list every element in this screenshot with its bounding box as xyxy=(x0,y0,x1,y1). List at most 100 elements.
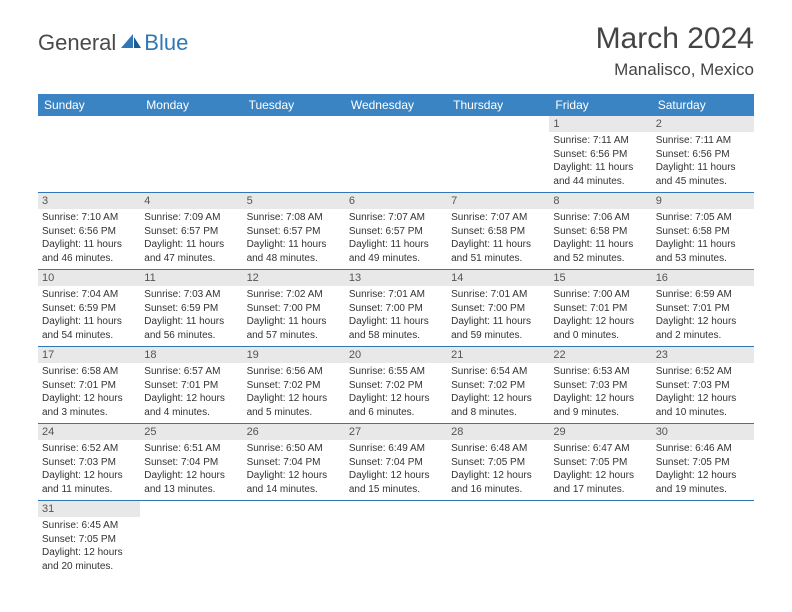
day-number: 12 xyxy=(243,270,345,286)
day-body: Sunrise: 7:01 AMSunset: 7:00 PMDaylight:… xyxy=(447,286,549,346)
daylight-line: Daylight: 12 hours and 6 minutes. xyxy=(349,393,430,418)
daylight-line: Daylight: 12 hours and 13 minutes. xyxy=(144,470,225,495)
day-body: Sunrise: 7:03 AMSunset: 6:59 PMDaylight:… xyxy=(140,286,242,346)
sunset-line: Sunset: 6:56 PM xyxy=(656,149,730,160)
day-body: Sunrise: 7:10 AMSunset: 6:56 PMDaylight:… xyxy=(38,209,140,269)
sunrise-line: Sunrise: 6:46 AM xyxy=(656,443,732,454)
calendar-cell: 23Sunrise: 6:52 AMSunset: 7:03 PMDayligh… xyxy=(652,347,754,424)
sunrise-line: Sunrise: 6:51 AM xyxy=(144,443,220,454)
sunrise-line: Sunrise: 6:45 AM xyxy=(42,520,118,531)
day-body: Sunrise: 7:05 AMSunset: 6:58 PMDaylight:… xyxy=(652,209,754,269)
day-body: Sunrise: 6:50 AMSunset: 7:04 PMDaylight:… xyxy=(243,440,345,500)
sunset-line: Sunset: 6:57 PM xyxy=(144,226,218,237)
daylight-line: Daylight: 12 hours and 20 minutes. xyxy=(42,547,123,572)
logo-text-blue: Blue xyxy=(144,30,188,56)
calendar-cell: 6Sunrise: 7:07 AMSunset: 6:57 PMDaylight… xyxy=(345,193,447,270)
calendar-cell: 24Sunrise: 6:52 AMSunset: 7:03 PMDayligh… xyxy=(38,424,140,501)
calendar-cell: 22Sunrise: 6:53 AMSunset: 7:03 PMDayligh… xyxy=(549,347,651,424)
sunrise-line: Sunrise: 6:49 AM xyxy=(349,443,425,454)
calendar-table: SundayMondayTuesdayWednesdayThursdayFrid… xyxy=(38,94,754,577)
calendar-cell: 21Sunrise: 6:54 AMSunset: 7:02 PMDayligh… xyxy=(447,347,549,424)
daylight-line: Daylight: 11 hours and 59 minutes. xyxy=(451,316,531,341)
calendar-row: 3Sunrise: 7:10 AMSunset: 6:56 PMDaylight… xyxy=(38,193,754,270)
sunrise-line: Sunrise: 7:08 AM xyxy=(247,212,323,223)
sunrise-line: Sunrise: 7:07 AM xyxy=(451,212,527,223)
calendar-cell xyxy=(243,116,345,193)
calendar-cell: 25Sunrise: 6:51 AMSunset: 7:04 PMDayligh… xyxy=(140,424,242,501)
page-header: General Blue March 2024 Manalisco, Mexic… xyxy=(0,0,792,86)
calendar-cell: 2Sunrise: 7:11 AMSunset: 6:56 PMDaylight… xyxy=(652,116,754,193)
sunrise-line: Sunrise: 7:07 AM xyxy=(349,212,425,223)
daylight-line: Daylight: 11 hours and 44 minutes. xyxy=(553,162,633,187)
calendar-cell: 28Sunrise: 6:48 AMSunset: 7:05 PMDayligh… xyxy=(447,424,549,501)
sunrise-line: Sunrise: 6:52 AM xyxy=(656,366,732,377)
day-number: 5 xyxy=(243,193,345,209)
calendar-cell: 20Sunrise: 6:55 AMSunset: 7:02 PMDayligh… xyxy=(345,347,447,424)
calendar-cell: 11Sunrise: 7:03 AMSunset: 6:59 PMDayligh… xyxy=(140,270,242,347)
daylight-line: Daylight: 12 hours and 4 minutes. xyxy=(144,393,225,418)
calendar-cell xyxy=(345,501,447,578)
page-title: March 2024 xyxy=(596,22,754,56)
day-number: 26 xyxy=(243,424,345,440)
day-number: 25 xyxy=(140,424,242,440)
sunrise-line: Sunrise: 6:57 AM xyxy=(144,366,220,377)
sunset-line: Sunset: 7:03 PM xyxy=(42,457,116,468)
calendar-cell: 9Sunrise: 7:05 AMSunset: 6:58 PMDaylight… xyxy=(652,193,754,270)
calendar-cell: 14Sunrise: 7:01 AMSunset: 7:00 PMDayligh… xyxy=(447,270,549,347)
day-header: Wednesday xyxy=(345,94,447,116)
daylight-line: Daylight: 12 hours and 0 minutes. xyxy=(553,316,634,341)
day-number: 24 xyxy=(38,424,140,440)
day-body: Sunrise: 6:47 AMSunset: 7:05 PMDaylight:… xyxy=(549,440,651,500)
sunrise-line: Sunrise: 6:48 AM xyxy=(451,443,527,454)
daylight-line: Daylight: 11 hours and 54 minutes. xyxy=(42,316,122,341)
daylight-line: Daylight: 12 hours and 15 minutes. xyxy=(349,470,430,495)
sunrise-line: Sunrise: 6:52 AM xyxy=(42,443,118,454)
sunrise-line: Sunrise: 7:10 AM xyxy=(42,212,118,223)
calendar-cell: 17Sunrise: 6:58 AMSunset: 7:01 PMDayligh… xyxy=(38,347,140,424)
calendar-cell xyxy=(140,116,242,193)
day-number: 28 xyxy=(447,424,549,440)
calendar-cell: 15Sunrise: 7:00 AMSunset: 7:01 PMDayligh… xyxy=(549,270,651,347)
calendar-row: 10Sunrise: 7:04 AMSunset: 6:59 PMDayligh… xyxy=(38,270,754,347)
day-number: 6 xyxy=(345,193,447,209)
calendar-row: 1Sunrise: 7:11 AMSunset: 6:56 PMDaylight… xyxy=(38,116,754,193)
daylight-line: Daylight: 12 hours and 17 minutes. xyxy=(553,470,634,495)
day-body: Sunrise: 6:56 AMSunset: 7:02 PMDaylight:… xyxy=(243,363,345,423)
day-body: Sunrise: 6:49 AMSunset: 7:04 PMDaylight:… xyxy=(345,440,447,500)
calendar-cell: 1Sunrise: 7:11 AMSunset: 6:56 PMDaylight… xyxy=(549,116,651,193)
sunset-line: Sunset: 6:58 PM xyxy=(451,226,525,237)
sunset-line: Sunset: 7:01 PM xyxy=(656,303,730,314)
day-number: 2 xyxy=(652,116,754,132)
calendar-row: 31Sunrise: 6:45 AMSunset: 7:05 PMDayligh… xyxy=(38,501,754,578)
sunset-line: Sunset: 6:57 PM xyxy=(349,226,423,237)
sunset-line: Sunset: 7:04 PM xyxy=(247,457,321,468)
day-body: Sunrise: 7:07 AMSunset: 6:58 PMDaylight:… xyxy=(447,209,549,269)
sunrise-line: Sunrise: 6:50 AM xyxy=(247,443,323,454)
daylight-line: Daylight: 11 hours and 47 minutes. xyxy=(144,239,224,264)
day-body: Sunrise: 6:59 AMSunset: 7:01 PMDaylight:… xyxy=(652,286,754,346)
calendar-cell: 19Sunrise: 6:56 AMSunset: 7:02 PMDayligh… xyxy=(243,347,345,424)
sunset-line: Sunset: 6:58 PM xyxy=(656,226,730,237)
calendar-cell xyxy=(38,116,140,193)
day-number: 29 xyxy=(549,424,651,440)
daylight-line: Daylight: 11 hours and 48 minutes. xyxy=(247,239,327,264)
logo-text-general: General xyxy=(38,30,116,56)
sunset-line: Sunset: 7:00 PM xyxy=(247,303,321,314)
sunset-line: Sunset: 7:01 PM xyxy=(42,380,116,391)
calendar-cell xyxy=(345,116,447,193)
sunrise-line: Sunrise: 7:01 AM xyxy=(349,289,425,300)
daylight-line: Daylight: 12 hours and 3 minutes. xyxy=(42,393,123,418)
calendar-cell: 26Sunrise: 6:50 AMSunset: 7:04 PMDayligh… xyxy=(243,424,345,501)
calendar-cell: 29Sunrise: 6:47 AMSunset: 7:05 PMDayligh… xyxy=(549,424,651,501)
calendar-head: SundayMondayTuesdayWednesdayThursdayFrid… xyxy=(38,94,754,116)
day-body: Sunrise: 6:53 AMSunset: 7:03 PMDaylight:… xyxy=(549,363,651,423)
day-number: 30 xyxy=(652,424,754,440)
sunset-line: Sunset: 7:01 PM xyxy=(553,303,627,314)
calendar-cell: 18Sunrise: 6:57 AMSunset: 7:01 PMDayligh… xyxy=(140,347,242,424)
sunset-line: Sunset: 6:58 PM xyxy=(553,226,627,237)
day-number: 9 xyxy=(652,193,754,209)
calendar-cell: 30Sunrise: 6:46 AMSunset: 7:05 PMDayligh… xyxy=(652,424,754,501)
calendar-cell: 8Sunrise: 7:06 AMSunset: 6:58 PMDaylight… xyxy=(549,193,651,270)
logo: General Blue xyxy=(38,22,188,56)
day-header: Thursday xyxy=(447,94,549,116)
